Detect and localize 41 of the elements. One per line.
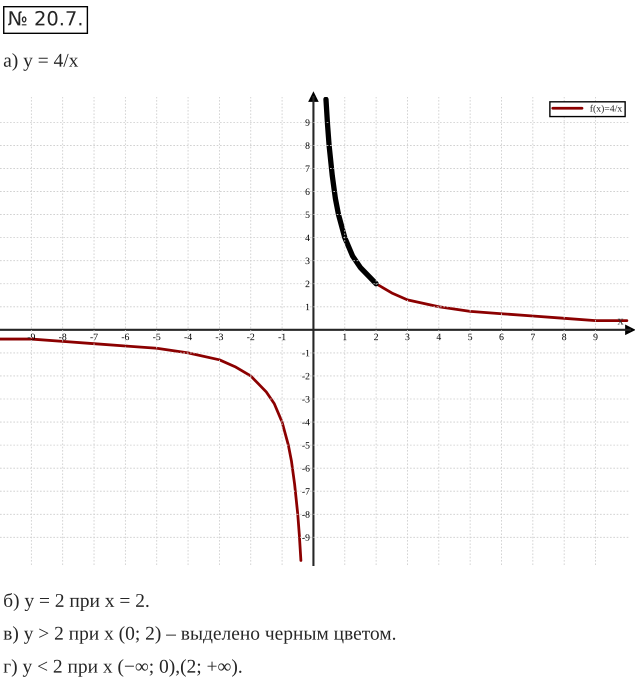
- x-tick-label: -8: [59, 334, 66, 340]
- y-tick-label: 1: [306, 304, 310, 310]
- x-tick-label: -2: [247, 334, 254, 340]
- y-tick-label: -2: [302, 372, 310, 380]
- legend-label: f(x)=4/x: [590, 104, 622, 114]
- y-tick-label: -9: [302, 534, 310, 541]
- x-tick-label: 7: [531, 334, 535, 340]
- y-tick-label: 7: [306, 165, 310, 172]
- text: б) y = 2 при x = 2.: [4, 592, 149, 612]
- y-tick-label: -7: [302, 488, 310, 495]
- x-tick-label: 3: [405, 334, 410, 340]
- y-tick-label: -5: [302, 442, 310, 449]
- y-tick-label: 3: [306, 258, 310, 264]
- y-tick-label: 8: [305, 142, 310, 149]
- x-tick-label: 4: [436, 334, 442, 340]
- y-tick-label: 9: [305, 119, 310, 126]
- x-tick-label: 6: [499, 334, 504, 340]
- y-tick-label: 4: [305, 234, 310, 242]
- y-tick-label: 2: [306, 280, 310, 288]
- y-tick-label: -4: [302, 419, 310, 426]
- y-tick-label: -8: [302, 511, 310, 518]
- x-tick-label: -7: [90, 334, 98, 340]
- y-tick-label: -3: [302, 396, 310, 402]
- chart-title: № 20.7.: [8, 10, 82, 26]
- x-tick-label: 9: [593, 334, 598, 340]
- y-tick-label: 6: [306, 188, 310, 195]
- x-tick-label: 1: [343, 334, 347, 340]
- x-tick-label: 5: [468, 334, 472, 340]
- y-tick-label: 5: [306, 212, 310, 218]
- x-tick-label: -5: [153, 334, 160, 340]
- x-tick-label: -1: [278, 334, 286, 340]
- x-tick-label: -6: [122, 334, 130, 340]
- text: г) y < 2 при x (−∞; 0),(2; +∞).: [4, 659, 242, 677]
- x-tick-label: -4: [184, 334, 192, 340]
- x-tick-label: -3: [216, 334, 224, 340]
- x-tick-label: 8: [562, 334, 566, 340]
- y-tick-label: -6: [302, 465, 310, 472]
- chart-subtitle: а) y = 4/x: [4, 53, 78, 71]
- y-tick-label: -1: [302, 350, 310, 356]
- x-tick-label: 2: [374, 334, 378, 340]
- text: в) y > 2 при x (0; 2) – выделено черным цветом.: [4, 626, 396, 644]
